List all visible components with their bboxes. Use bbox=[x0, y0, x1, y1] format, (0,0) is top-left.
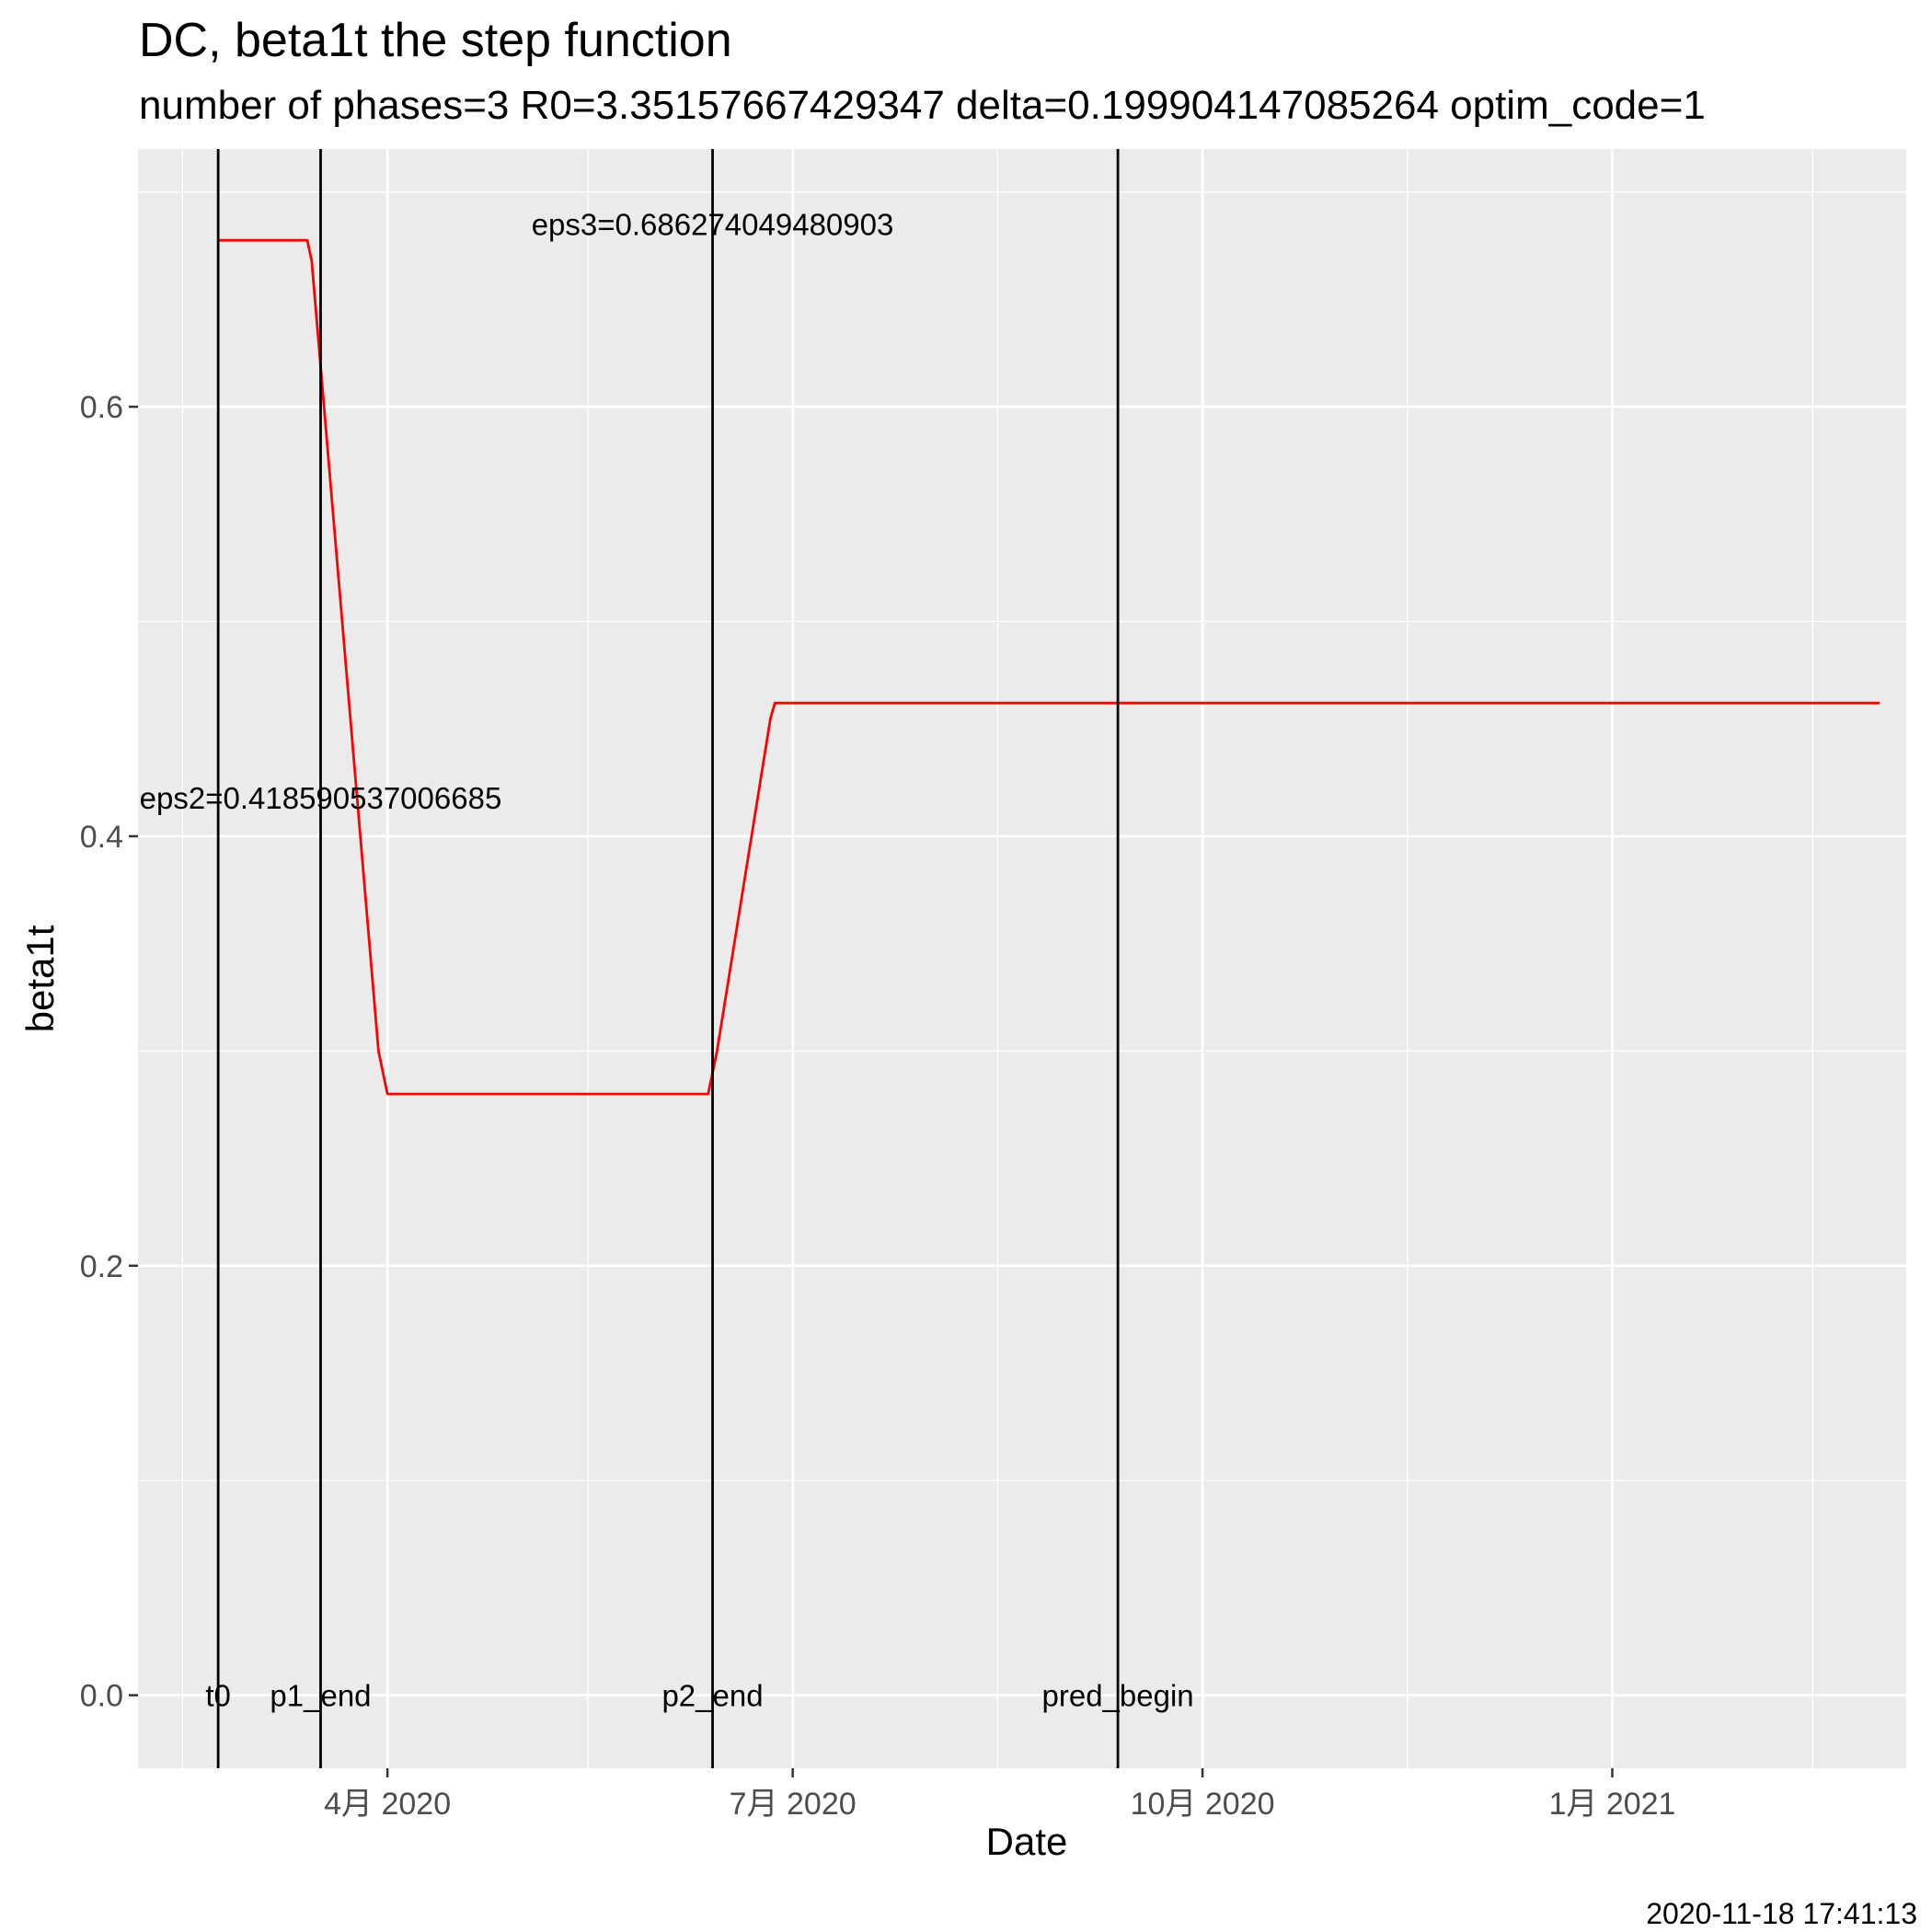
annotation-label: eps3=0.686274049480903 bbox=[532, 208, 894, 242]
x-tick-label: 4月 2020 bbox=[324, 1787, 451, 1822]
vline-label: pred_begin bbox=[1042, 1679, 1194, 1713]
chart-title: DC, beta1t the step function bbox=[139, 14, 732, 67]
x-tick-label: 1月 2021 bbox=[1548, 1787, 1675, 1822]
vline-label: p2_end bbox=[661, 1679, 763, 1713]
series-line bbox=[218, 238, 1880, 1096]
annotation-label: eps2=0.418590537006685 bbox=[140, 781, 502, 815]
chart-subtitle: number of phases=3 R0=3.35157667429347 d… bbox=[139, 83, 1706, 128]
plot-panel bbox=[138, 149, 1906, 1768]
y-tick-label: 0.0 bbox=[80, 1679, 123, 1714]
y-axis-label: beta1t bbox=[18, 925, 62, 1032]
vline-label: p1_end bbox=[270, 1679, 371, 1713]
x-tick-label: 10月 2020 bbox=[1131, 1787, 1275, 1822]
vline-label: t0 bbox=[205, 1679, 231, 1713]
x-tick-label: 7月 2020 bbox=[730, 1787, 857, 1822]
y-tick-label: 0.6 bbox=[80, 390, 123, 425]
footer-timestamp: 2020-11-18 17:41:13 bbox=[1646, 1897, 1917, 1930]
x-axis-label: Date bbox=[986, 1820, 1068, 1863]
y-tick-label: 0.2 bbox=[80, 1249, 123, 1284]
y-tick-label: 0.4 bbox=[80, 820, 123, 855]
